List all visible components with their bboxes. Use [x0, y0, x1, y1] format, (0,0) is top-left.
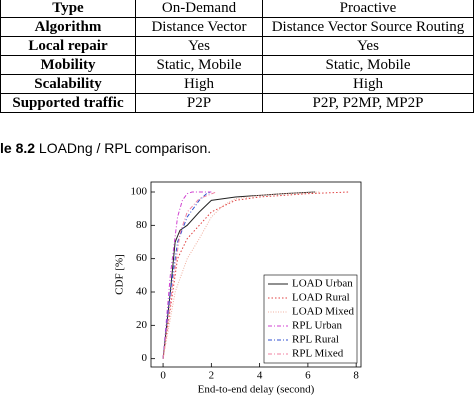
- legend-label: RPL Mixed: [292, 348, 344, 360]
- table-cell: Static, Mobile: [262, 55, 474, 75]
- table-row: Scalability High High: [0, 74, 474, 94]
- y-tick-label: 40: [136, 286, 148, 298]
- cdf-line: [162, 191, 217, 359]
- legend-label: RPL Urban: [292, 320, 343, 332]
- y-tick-label: 20: [136, 319, 148, 331]
- x-axis-label: End-to-end delay (second): [198, 384, 315, 396]
- table-cell: Proactive: [262, 0, 474, 18]
- legend-label: LOAD Urban: [292, 278, 353, 290]
- caption-text: LOADng / RPL comparison.: [38, 140, 212, 156]
- cdf-line: [162, 191, 320, 359]
- table-cell: P2P: [135, 93, 263, 113]
- x-tick-label: 8: [353, 370, 359, 382]
- y-tick-label: 0: [142, 352, 148, 364]
- legend-box: [263, 274, 358, 364]
- y-tick-label: 100: [131, 186, 148, 198]
- y-tick-label: 60: [136, 252, 148, 264]
- legend-label: RPL Rural: [292, 334, 339, 346]
- y-axis-label: CDF [%]: [114, 254, 126, 295]
- caption-label: le 8.2: [0, 140, 36, 156]
- cdf-line: [162, 191, 212, 359]
- table-row: Local repair Yes Yes: [0, 36, 474, 56]
- row-header: Supported traffic: [0, 93, 136, 113]
- table-row: Type On-Demand Proactive: [0, 0, 474, 18]
- cdf-line: [162, 191, 349, 359]
- plot-frame: [150, 181, 362, 368]
- cdf-line: [162, 191, 212, 359]
- table-row: Supported traffic P2P P2P, P2MP, MP2P: [0, 93, 474, 113]
- table-row: Mobility Static, Mobile Static, Mobile: [0, 55, 474, 75]
- comparison-table: Type On-Demand Proactive Algorithm Distance …: [0, 0, 474, 113]
- row-header: Mobility: [0, 55, 136, 75]
- x-tick-label: 4: [257, 370, 263, 382]
- x-tick-label: 6: [305, 370, 311, 382]
- legend-label: LOAD Rural: [292, 292, 350, 304]
- y-tick-label: 80: [136, 219, 148, 231]
- legend-label: LOAD Mixed: [292, 306, 355, 318]
- cdf-line: [162, 191, 316, 359]
- table-cell: Distance Vector: [135, 17, 263, 37]
- x-tick-label: 2: [209, 370, 215, 382]
- table-cell: On-Demand: [135, 0, 263, 18]
- table-cell: P2P, P2MP, MP2P: [262, 93, 474, 113]
- x-tick-label: 0: [160, 370, 166, 382]
- row-header: Local repair: [0, 36, 136, 56]
- table-caption: le 8.2 LOADng / RPL comparison.: [0, 140, 211, 156]
- row-header: Scalability: [0, 74, 136, 94]
